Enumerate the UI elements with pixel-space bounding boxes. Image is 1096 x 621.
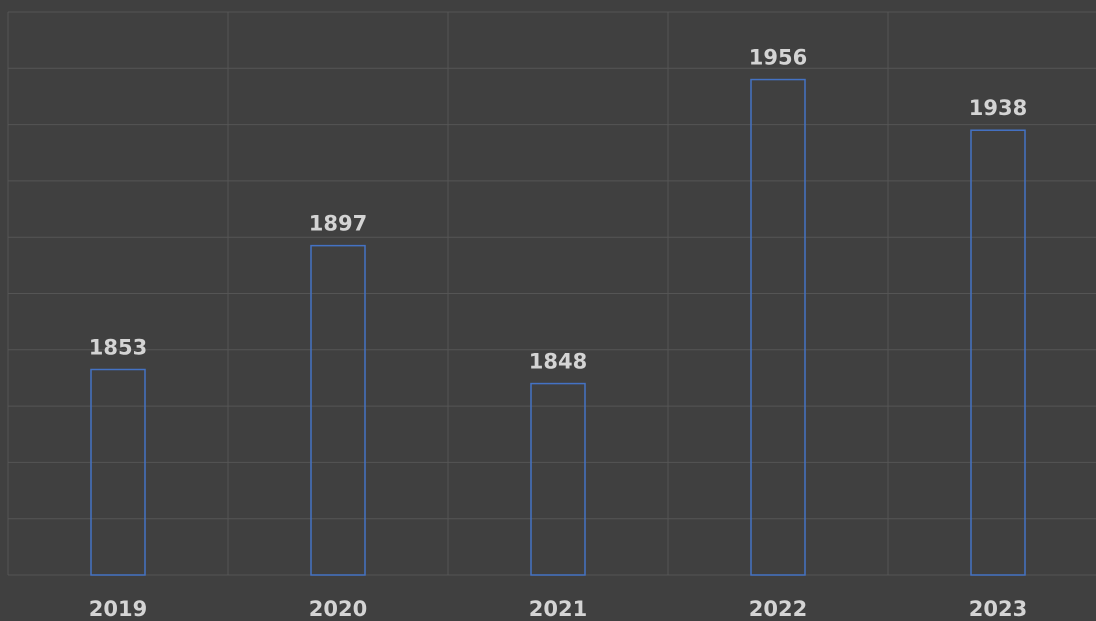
x-tick-label: 2021: [529, 597, 587, 621]
bar: [90, 368, 146, 576]
data-label: 1938: [969, 96, 1027, 120]
x-tick-label: 2019: [89, 597, 147, 621]
data-label: 1853: [89, 336, 147, 360]
bar: [970, 129, 1026, 576]
x-tick-label: 2023: [969, 597, 1027, 621]
x-tick-label: 2020: [309, 597, 367, 621]
x-tick-label: 2022: [749, 597, 807, 621]
data-label: 1897: [309, 212, 367, 236]
data-label: 1848: [529, 350, 587, 374]
bar: [750, 78, 806, 576]
data-label: 1956: [749, 46, 807, 70]
bar: [530, 382, 586, 576]
bar: [310, 244, 366, 576]
